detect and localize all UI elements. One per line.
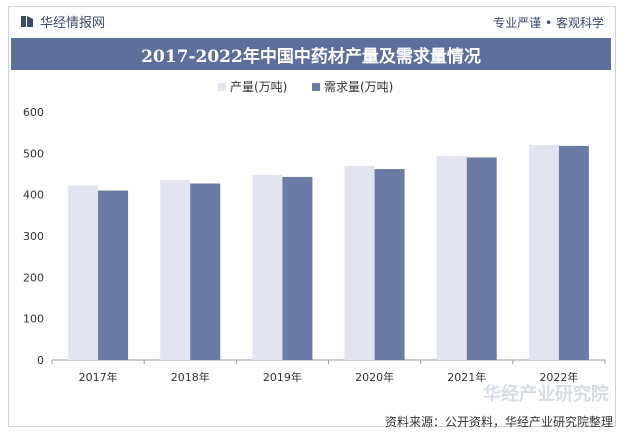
bar [558,145,589,360]
x-tick-label: 2022年 [539,370,578,384]
source-note: 资料来源：公开资料，华经产业研究院整理 [384,415,613,429]
title-bar: 2017-2022年中国中药材产量及需求量情况 [11,38,611,70]
bar [466,157,497,360]
y-tick-label: 600 [23,106,44,119]
brand-name: 华经情报网 [40,15,106,31]
bar [190,183,221,360]
bar [436,155,467,360]
bar [282,176,313,360]
y-tick-label: 500 [23,147,44,160]
bar [160,180,191,360]
x-tick-label: 2018年 [171,370,210,384]
legend-label: 需求量(万吨) [324,80,393,94]
brand: 华经情报网 [20,12,106,31]
x-tick-label: 2019年 [263,370,302,384]
y-tick-label: 200 [23,271,44,284]
bar [528,145,559,360]
x-tick-label: 2020年 [355,370,394,384]
x-tick-label: 2021年 [447,370,486,384]
y-tick-label: 300 [23,230,44,243]
top-bar: 华经情报网 专业严谨 • 客观科学 [8,6,616,36]
logo-icon [21,16,33,27]
y-tick-label: 0 [37,354,44,367]
y-tick-label: 400 [23,189,44,202]
bar [252,174,283,360]
bar [68,185,99,360]
chart-title: 2017-2022年中国中药材产量及需求量情况 [141,46,481,67]
watermark: 华经产业研究院 [483,384,609,405]
bar [98,190,129,360]
legend-label: 产量(万吨) [230,80,287,94]
legend-swatch [218,83,226,91]
bar [344,165,375,360]
tagline: 专业严谨 • 客观科学 [493,16,604,30]
x-tick-label: 2017年 [79,370,118,384]
bar [374,169,405,360]
y-tick-label: 100 [23,313,44,326]
legend-swatch [312,83,320,91]
